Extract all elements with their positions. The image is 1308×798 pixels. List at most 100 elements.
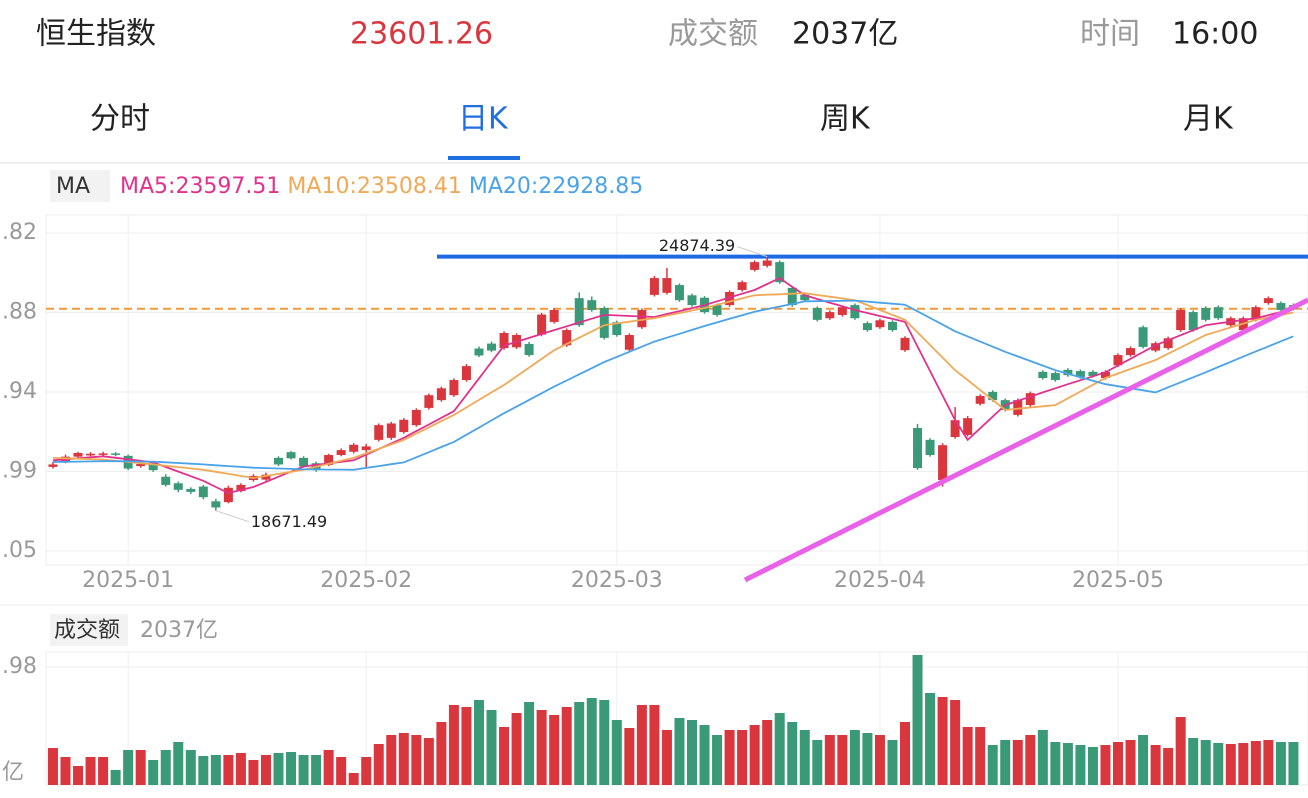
volume-bar [1012,739,1023,785]
time-value: 16:00 [1172,17,1258,52]
volume-bar [524,702,535,785]
candle-body [86,453,96,456]
candle-body [913,427,923,469]
volume-bar [925,692,936,785]
volume-bar [173,742,184,785]
trend-line [743,297,1308,583]
volume-bar [1288,742,1299,785]
tab[interactable]: 周K [820,102,871,137]
candle-body [48,464,58,467]
volume-bar [373,744,384,785]
tab[interactable]: 月K [1183,102,1234,137]
candle-body [399,419,409,433]
volume-bar [73,765,84,785]
legend-entry: MA5:23597.51 [120,174,280,199]
ma-line [52,292,1294,479]
volume-bar [624,727,635,785]
candle-body [963,418,973,435]
volume-bar [536,709,547,785]
candle-body [1126,348,1136,356]
index-name: 恒生指数 [36,17,156,52]
volume-bar [862,732,873,785]
x-tick-label: 2025-01 [82,568,174,593]
time-label: 时间 [1080,17,1140,52]
candle-body [1025,393,1035,406]
volume-bar [223,754,234,785]
volume-bar [436,722,447,785]
volume-bar [448,704,459,785]
candle-body [236,484,246,492]
volume-bar [950,699,961,785]
candle-body [324,455,334,465]
volume-bar [260,754,271,785]
candle-body [1100,371,1110,379]
candle-body [1013,400,1023,415]
volume-bar [611,719,622,785]
volume-bar [1113,742,1124,785]
low-annotation: 18671.49 [251,512,327,531]
y-tick-label: .82 [2,220,37,245]
volume-bar [1100,744,1111,785]
candle-body [1050,373,1060,381]
volume-bar [1213,742,1224,785]
tab[interactable]: 分时 [90,102,150,137]
annotation-leader [215,510,250,523]
candle-body [762,260,772,266]
volume-bar [937,697,948,785]
volume-bar [1025,734,1036,785]
volume-bar [900,722,911,785]
candle-body [524,344,534,356]
volume-bar [511,712,522,785]
volume-bar [298,754,309,785]
candle-body [587,300,597,311]
candle-body [299,457,309,467]
volume-bar [1062,742,1073,785]
candle-body [737,282,747,290]
candle-body [662,278,672,293]
volume-bar [198,755,209,785]
volume-bar [787,722,798,785]
volume-bar [1050,742,1061,785]
candle-body [1263,298,1273,304]
volume-bar [874,734,885,785]
volume-bar [473,699,484,785]
candle-body [837,307,847,315]
volume-bar [336,757,347,785]
candle-body [111,453,121,455]
volume-bar [85,757,96,785]
volume-bar [737,729,748,785]
y-tick-label: 亿 [2,760,24,785]
candle-body [637,310,647,328]
volume-bar [1175,717,1186,785]
volume-bar [912,654,923,785]
volume-bar [887,739,898,785]
volume-bar [361,757,372,785]
tab-active[interactable]: 日K [458,102,509,137]
volume-bar [1238,742,1249,785]
volume-bar [286,752,297,785]
candle-body [223,487,233,503]
volume-bar [1000,739,1011,785]
volume-title: 成交额 [54,618,120,643]
candle-body [750,262,760,270]
candle-body [1251,307,1261,320]
candle-body [461,366,471,381]
volume-bar [210,754,221,785]
candle-body [687,295,697,306]
volume-bar [1075,744,1086,785]
volume-bar [1275,742,1286,785]
candle-body [136,464,146,467]
candle-body [173,483,183,490]
candle-body [775,262,785,283]
volume-bar [824,734,835,785]
legend-entry: MA20:22928.85 [469,174,643,199]
annotation-leader [737,246,768,258]
volume-title-box [50,614,128,646]
volume-bar [123,749,134,785]
volume-bar [160,749,171,785]
ma-line [52,277,1294,495]
candle-body [988,391,998,401]
volume-bar [235,752,246,785]
candle-body [574,298,584,326]
